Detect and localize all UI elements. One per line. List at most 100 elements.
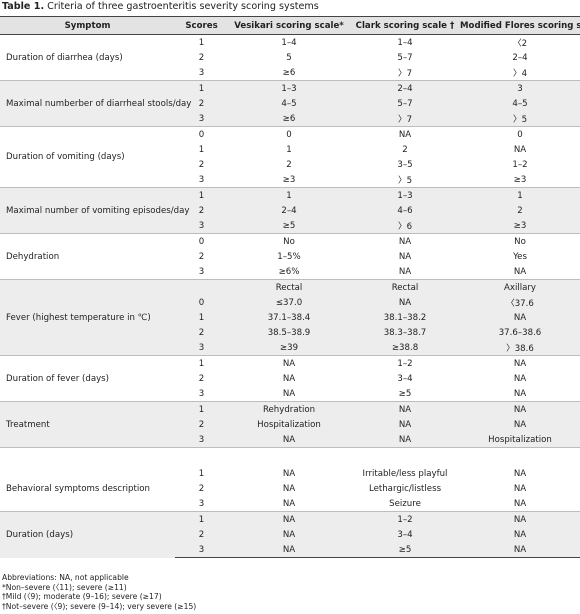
criteria-cell: Hospitalization bbox=[228, 417, 350, 432]
criteria-cell: Rectal bbox=[350, 279, 460, 295]
header-cell: Modified Flores scoring scale † bbox=[460, 16, 580, 35]
criteria-cell: NA bbox=[350, 432, 460, 448]
table-row: 0 ≤37.0 NA 〈37.6 bbox=[0, 295, 580, 310]
severity-table: Symptom Scores Vesikari scoring scale* Clar… bbox=[0, 16, 580, 558]
criteria-cell: NA bbox=[460, 527, 580, 542]
criteria-cell: NA bbox=[460, 542, 580, 558]
criteria-cell: ≥5 bbox=[228, 218, 350, 234]
criteria-cell: 1–5% bbox=[277, 251, 301, 262]
score-cell: 3 bbox=[198, 266, 205, 277]
score-cell: 0 bbox=[175, 295, 228, 310]
symptom-cell: Dehydration bbox=[0, 233, 175, 280]
criteria-cell: 3–4 bbox=[397, 373, 413, 384]
criteria-cell: Lethargic/listless bbox=[368, 483, 442, 494]
table-body: Duration of diarrhea (days) 1 1–4 1–4 〈2 2 5 5–… bbox=[0, 34, 580, 558]
table-row: 3 ≥39 ≥38.8 〉38.6 bbox=[0, 340, 580, 356]
criteria-cell: Axillary bbox=[460, 279, 580, 295]
criteria-cell: 1 bbox=[460, 187, 580, 203]
table-row: 3 NA Seizure NA bbox=[0, 496, 580, 512]
criteria-cell: 38.1–38.2 bbox=[350, 310, 460, 325]
table-row: 2 NA Lethargic/listless NA bbox=[0, 481, 580, 496]
criteria-cell: NA bbox=[460, 355, 580, 371]
symptom-cell: Maximal number of vomiting episodes/day bbox=[0, 187, 189, 234]
table-row: Duration (days) 1 NA 1–2 NA bbox=[0, 511, 580, 558]
criteria-cell: 0 bbox=[228, 126, 350, 142]
criteria-cell: NA bbox=[460, 401, 580, 417]
criteria-cell: 3 bbox=[460, 80, 580, 96]
symptom-cell: Duration of diarrhea (days) bbox=[0, 34, 175, 81]
symptom-cell: Behavioral symptoms description bbox=[0, 447, 175, 512]
criteria-cell: No bbox=[228, 233, 350, 249]
score-cell: 1 bbox=[175, 355, 228, 371]
criteria-cell: 3–5 bbox=[397, 159, 413, 170]
table-row: 1 37.1–38.4 38.1–38.2 NA bbox=[0, 310, 580, 325]
criteria-cell: 2–4 bbox=[228, 203, 350, 218]
criteria-cell: 〉4 bbox=[512, 68, 528, 79]
table-row: 3 ≥5 〉6 ≥3 bbox=[0, 218, 580, 234]
table-row: Fever (highest temperature in ℃) Rectal Re… bbox=[0, 279, 580, 356]
symptom-cell: Duration of fever (days) bbox=[0, 355, 175, 402]
criteria-cell: 〈37.6 bbox=[460, 295, 580, 310]
table-header: Symptom Scores Vesikari scoring scale* Clar… bbox=[0, 16, 580, 35]
criteria-cell: ≥38.8 bbox=[350, 340, 460, 356]
criteria-cell: NA bbox=[282, 373, 296, 384]
criteria-cell: Rehydration bbox=[228, 401, 350, 417]
table-row: 3 ≥3 〉5 ≥3 bbox=[0, 172, 580, 188]
criteria-cell: ≥5 bbox=[350, 542, 460, 558]
criteria-cell: 5 bbox=[286, 52, 292, 63]
table-row: 3 NA ≥5 NA bbox=[0, 386, 580, 402]
criteria-cell: ≥5 bbox=[398, 388, 412, 399]
criteria-cell: NA bbox=[513, 266, 527, 277]
table-row: Maximal number of vomiting episodes/day 1… bbox=[0, 187, 580, 234]
score-cell: 3 bbox=[175, 218, 228, 234]
score-cell: 3 bbox=[198, 174, 205, 185]
criteria-cell: NA bbox=[228, 432, 350, 448]
criteria-cell: 38.3–38.7 bbox=[350, 325, 460, 340]
criteria-cell: 0 bbox=[460, 126, 580, 142]
table-row: 2 38.5–38.9 38.3–38.7 37.6–38.6 bbox=[0, 325, 580, 340]
criteria-cell: ≥39 bbox=[228, 340, 350, 356]
header-cell: Clark scoring scale † bbox=[350, 16, 460, 35]
criteria-cell: 1–2 bbox=[350, 511, 460, 527]
score-cell: 3 bbox=[175, 111, 228, 127]
symptom-cell: Fever (highest temperature in ℃) bbox=[0, 279, 175, 356]
score-cell: 3 bbox=[175, 542, 228, 558]
score-cell: 3 bbox=[198, 388, 205, 399]
criteria-cell: NA bbox=[460, 417, 580, 432]
criteria-cell: ≤37.0 bbox=[228, 295, 350, 310]
criteria-cell: NA bbox=[350, 417, 460, 432]
table-row: 2 NA 3–4 NA bbox=[0, 371, 580, 386]
criteria-cell: NA bbox=[228, 355, 350, 371]
score-cell: 1 bbox=[175, 511, 228, 527]
criteria-cell: 4–5 bbox=[460, 96, 580, 111]
criteria-cell: NA bbox=[228, 542, 350, 558]
criteria-cell: 2 bbox=[460, 203, 580, 218]
criteria-cell: ≥3 bbox=[282, 174, 296, 185]
criteria-cell: 2–4 bbox=[350, 80, 460, 96]
criteria-cell: ≥6 bbox=[228, 111, 350, 127]
score-cell: 1 bbox=[175, 80, 228, 96]
table-row: 2 5 5–7 2–4 bbox=[0, 50, 580, 65]
criteria-cell: 2 bbox=[286, 159, 292, 170]
criteria-cell: NA bbox=[282, 483, 296, 494]
criteria-cell: ≥6% bbox=[278, 266, 300, 277]
score-cell: 2 bbox=[175, 417, 228, 432]
score-cell: 3 bbox=[175, 340, 228, 356]
table-caption: Criteria of three gastroenteritis severi… bbox=[47, 1, 319, 12]
criteria-cell: 1–4 bbox=[350, 34, 460, 50]
table-row: Treatment 1 Rehydration NA NA bbox=[0, 401, 580, 448]
table-row: Duration of fever (days) 1 NA 1–2 NA bbox=[0, 355, 580, 402]
criteria-cell: 37.1–38.4 bbox=[228, 310, 350, 325]
score-cell: 2 bbox=[175, 96, 228, 111]
score-cell: 2 bbox=[198, 52, 205, 63]
criteria-cell: 37.6–38.6 bbox=[460, 325, 580, 340]
header-cell: Vesikari scoring scale* bbox=[228, 16, 350, 35]
symptom-cell: Duration (days) bbox=[0, 511, 175, 558]
table-label: Table 1. bbox=[2, 1, 45, 12]
table-row: Duration of diarrhea (days) 1 1–4 1–4 〈2 bbox=[0, 34, 580, 81]
score-cell: 1 bbox=[198, 144, 205, 155]
criteria-cell: 4–6 bbox=[350, 203, 460, 218]
score-cell: 2 bbox=[175, 203, 228, 218]
criteria-cell: NA bbox=[513, 498, 527, 509]
criteria-cell: NA bbox=[460, 447, 580, 481]
